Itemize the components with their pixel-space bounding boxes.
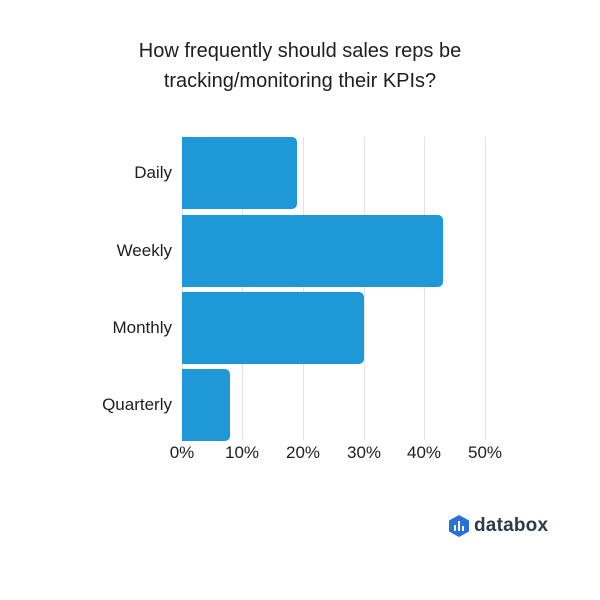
gridline-40: [424, 137, 425, 440]
x-tick-20: 20%: [285, 443, 321, 462]
plot-area: [182, 137, 486, 441]
gridline-20: [303, 137, 304, 440]
databox-logo-text: databox: [474, 515, 549, 536]
gridline-10: [242, 137, 243, 440]
x-tick-30: 30%: [346, 443, 382, 462]
chart-title-line-1: How frequently should sales reps be: [138, 40, 462, 62]
chart-title: How frequently should sales reps be trac…: [0, 36, 600, 96]
x-tick-10: 10%: [224, 443, 260, 462]
category-label-quarterly: Quarterly: [102, 395, 172, 414]
category-label-weekly: Weekly: [116, 241, 172, 260]
gridline-50: [485, 137, 486, 440]
gridline-0: [182, 137, 183, 440]
bar-quarterly: [182, 369, 231, 441]
chart-title-line-2: tracking/monitoring their KPIs?: [163, 70, 437, 92]
category-label-monthly: Monthly: [112, 318, 172, 337]
databox-logo-icon: [449, 515, 469, 537]
category-label-daily: Daily: [134, 163, 172, 182]
databox-logo: databox: [449, 515, 548, 537]
bar-weekly: [182, 215, 443, 287]
x-tick-50: 50%: [467, 443, 503, 462]
x-tick-0: 0%: [169, 443, 195, 462]
bar-daily: [182, 137, 298, 209]
gridline-30: [364, 137, 365, 440]
bar-monthly: [182, 292, 364, 364]
x-tick-40: 40%: [406, 443, 442, 462]
